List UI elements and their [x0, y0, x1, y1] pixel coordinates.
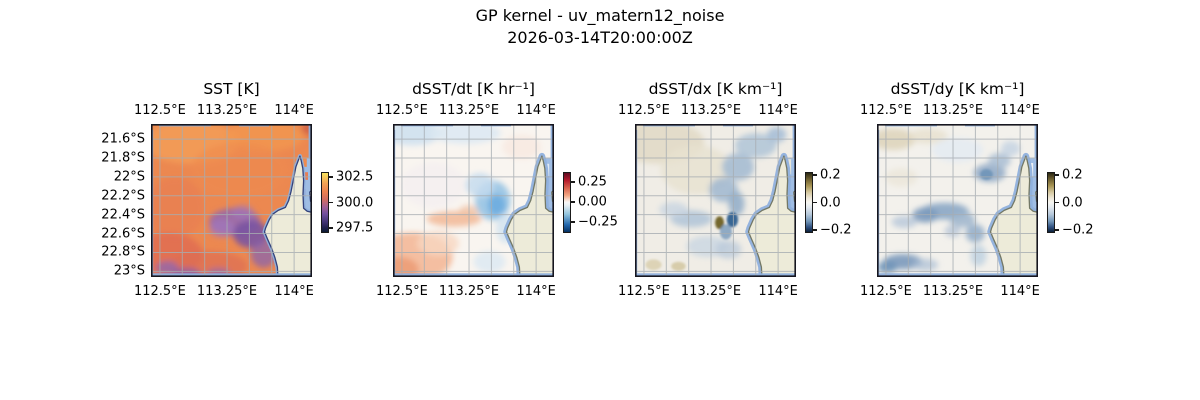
x-tick-top-1-1: 113.25°E — [438, 103, 500, 118]
colorbar-3 — [1047, 172, 1055, 233]
x-tick-bottom-0-1: 113.25°E — [196, 284, 258, 299]
panel-title-2: dSST/dx [K km⁻¹] — [648, 80, 783, 98]
colorbar-tickmark-3-1 — [1055, 201, 1059, 204]
colorbar-tick-label-2-0: 0.2 — [820, 167, 841, 183]
y-tick-4: 22.4°S — [101, 207, 145, 223]
figure-timestamp: 2026-03-14T20:00:00Z — [507, 28, 693, 47]
x-tick-top-1-2: 114°E — [516, 103, 556, 118]
colorbar-tickmark-0-2 — [329, 227, 333, 229]
y-tick-2: 22°S — [113, 169, 145, 185]
panel-title-1: dSST/dt [K hr⁻¹] — [412, 80, 535, 98]
x-tick-bottom-1-1: 113.25°E — [438, 284, 500, 299]
x-tick-bottom-1-2: 114°E — [516, 284, 556, 299]
x-tick-bottom-3-2: 114°E — [1000, 284, 1040, 299]
colorbar-tick-label-0-1: 300.0 — [336, 195, 374, 210]
colorbar-tickmark-2-0 — [813, 174, 817, 176]
colorbar-tick-label-1-0: 0.25 — [578, 174, 607, 190]
y-tick-6: 22.8°S — [101, 244, 145, 260]
x-tick-bottom-1-0: 112.5°E — [375, 284, 428, 299]
colorbar-tick-label-0-0: 302.5 — [336, 169, 374, 185]
colorbar-1 — [563, 172, 571, 233]
x-tick-bottom-0-2: 114°E — [274, 284, 314, 299]
colorbar-tickmark-1-0 — [571, 181, 575, 183]
colorbar-tick-label-2-1: 0.0 — [820, 195, 841, 210]
colorbar-tickmark-3-0 — [1055, 174, 1059, 176]
colorbar-0 — [321, 172, 329, 233]
x-tick-top-2-0: 112.5°E — [617, 103, 670, 118]
y-tick-1: 21.8°S — [101, 150, 145, 166]
colorbar-tickmark-1-1 — [571, 201, 575, 203]
x-tick-bottom-2-0: 112.5°E — [617, 284, 670, 299]
x-tick-top-2-2: 114°E — [758, 103, 798, 118]
x-tick-bottom-2-2: 114°E — [758, 284, 798, 299]
colorbar-tick-label-3-2: −0.2 — [1062, 222, 1094, 238]
colorbar-tickmark-3-2 — [1055, 229, 1059, 231]
x-tick-top-1-0: 112.5°E — [375, 103, 428, 118]
x-tick-top-3-0: 112.5°E — [859, 103, 912, 118]
x-tick-bottom-3-1: 113.25°E — [922, 284, 984, 299]
colorbar-2 — [805, 172, 813, 233]
colorbar-tick-label-3-0: 0.2 — [1062, 167, 1083, 183]
colorbar-tickmark-2-2 — [813, 229, 817, 231]
map-plot-2 — [635, 124, 796, 277]
map-plot-3 — [877, 124, 1038, 277]
colorbar-tick-label-3-1: 0.0 — [1062, 195, 1083, 210]
x-tick-top-3-1: 113.25°E — [922, 103, 984, 118]
x-tick-bottom-0-0: 112.5°E — [133, 284, 186, 299]
colorbar-tickmark-2-1 — [813, 201, 817, 204]
colorbar-tickmark-0-0 — [329, 176, 333, 178]
x-tick-bottom-3-0: 112.5°E — [859, 284, 912, 299]
map-plot-1 — [393, 124, 554, 277]
x-tick-top-0-1: 113.25°E — [196, 103, 258, 118]
panel-title-3: dSST/dy [K km⁻¹] — [890, 80, 1025, 98]
x-tick-top-2-1: 113.25°E — [680, 103, 742, 118]
x-tick-bottom-2-1: 113.25°E — [680, 284, 742, 299]
y-tick-0: 21.6°S — [101, 131, 145, 147]
figure-title: GP kernel - uv_matern12_noise — [475, 6, 725, 25]
y-tick-5: 22.6°S — [101, 226, 145, 242]
colorbar-tick-label-0-2: 297.5 — [336, 220, 374, 236]
colorbar-tick-label-1-1: 0.00 — [578, 194, 607, 210]
panel-title-0: SST [K] — [203, 80, 260, 98]
y-tick-7: 23°S — [113, 263, 145, 279]
x-tick-top-0-2: 114°E — [274, 103, 314, 118]
x-tick-top-3-2: 114°E — [1000, 103, 1040, 118]
map-plot-0 — [151, 124, 312, 277]
colorbar-tickmark-1-2 — [571, 221, 575, 223]
x-tick-top-0-0: 112.5°E — [133, 103, 186, 118]
colorbar-tick-label-2-2: −0.2 — [820, 222, 852, 238]
colorbar-tickmark-0-1 — [329, 201, 333, 204]
colorbar-tick-label-1-2: −0.25 — [578, 214, 618, 230]
y-tick-3: 22.2°S — [101, 188, 145, 204]
